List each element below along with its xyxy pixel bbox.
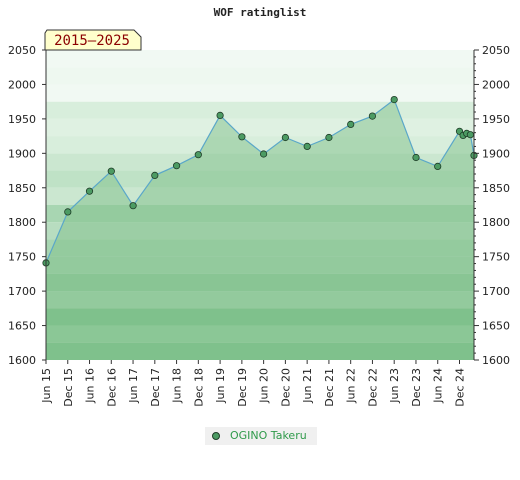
- y-tick-label: 1800: [8, 216, 36, 229]
- x-tick-label: Jun 21: [301, 368, 314, 404]
- period-badge: [44, 29, 142, 51]
- y-tick-label-right: 1850: [482, 182, 510, 195]
- y-tick-label: 1950: [8, 113, 36, 126]
- data-point: [107, 167, 115, 175]
- legend: OGINO Takeru: [205, 427, 317, 445]
- y-tick-label: 1850: [8, 182, 36, 195]
- y-tick-label: 1750: [8, 251, 36, 264]
- y-tick-label: 2050: [8, 44, 36, 57]
- background-band: [46, 118, 474, 137]
- data-point: [412, 153, 420, 162]
- period-box: 2015–2025: [44, 29, 142, 51]
- x-tick-label: Dec 24: [453, 368, 466, 407]
- legend-marker-icon: [212, 432, 220, 440]
- x-tick-label: Jun 19: [214, 368, 227, 404]
- x-tick-label: Dec 18: [192, 368, 205, 407]
- x-tick-label: Jun 24: [432, 368, 445, 404]
- x-tick-label: Dec 23: [410, 368, 423, 407]
- data-point: [216, 111, 224, 120]
- x-tick-label: Dec 20: [279, 368, 292, 407]
- background-band: [46, 84, 474, 102]
- data-point: [303, 142, 311, 150]
- y-tick-label-right: 2050: [482, 44, 510, 57]
- y-tick-label: 1600: [8, 354, 36, 367]
- data-point: [238, 133, 246, 141]
- x-tick-label: Dec 16: [105, 368, 118, 407]
- data-point: [85, 187, 94, 195]
- data-point: [151, 171, 159, 179]
- y-tick-label-right: 1700: [482, 285, 510, 298]
- background-band: [46, 101, 474, 119]
- period-label: 2015–2025: [54, 33, 130, 49]
- chart-title: WOF ratinglist: [213, 6, 307, 19]
- x-tick-label: Dec 17: [149, 368, 162, 407]
- legend-label: OGINO Takeru: [230, 429, 307, 442]
- data-point: [325, 133, 333, 142]
- data-point: [129, 202, 137, 210]
- x-tick-label: Dec 15: [62, 368, 75, 407]
- series-area: [46, 99, 474, 360]
- y-tick-label-right: 1600: [482, 354, 510, 367]
- data-point: [347, 120, 355, 129]
- y-tick-label-right: 1650: [482, 320, 510, 333]
- x-tick-label: Jun 16: [84, 368, 97, 404]
- x-tick-label: Dec 19: [236, 368, 249, 407]
- data-point: [466, 131, 474, 139]
- x-tick-label: Jun 20: [258, 368, 271, 404]
- data-point: [64, 208, 72, 216]
- y-tick-label-right: 1800: [482, 216, 510, 229]
- background-band: [46, 50, 474, 68]
- y-tick-label-right: 1750: [482, 251, 510, 264]
- x-tick-label: Jun 15: [40, 368, 53, 404]
- data-point: [259, 150, 268, 158]
- x-tick-label: Dec 22: [366, 368, 379, 407]
- y-tick-label-right: 2000: [482, 78, 510, 91]
- x-tick-label: Jun 17: [127, 368, 140, 404]
- y-tick-label-right: 1900: [482, 147, 510, 160]
- y-tick-label: 1700: [8, 285, 36, 298]
- background-band: [46, 67, 474, 85]
- x-tick-label: Jun 23: [388, 368, 401, 404]
- x-tick-label: Jun 18: [171, 368, 184, 404]
- data-point: [390, 96, 398, 104]
- data-point: [434, 162, 442, 170]
- y-tick-label: 1650: [8, 320, 36, 333]
- axes-layer: 1600 1600 1650 1650 1700 1700 1750 1750 1800 1800…: [8, 44, 510, 407]
- x-tick-label: Dec 21: [323, 368, 336, 407]
- y-tick-label: 1900: [8, 147, 36, 160]
- data-point: [281, 133, 289, 142]
- y-tick-label-right: 1950: [482, 113, 510, 126]
- data-point: [173, 162, 181, 170]
- data-point: [368, 112, 376, 120]
- data-point: [194, 151, 202, 159]
- y-tick-label: 2000: [8, 78, 36, 91]
- x-tick-label: Jun 22: [345, 368, 358, 404]
